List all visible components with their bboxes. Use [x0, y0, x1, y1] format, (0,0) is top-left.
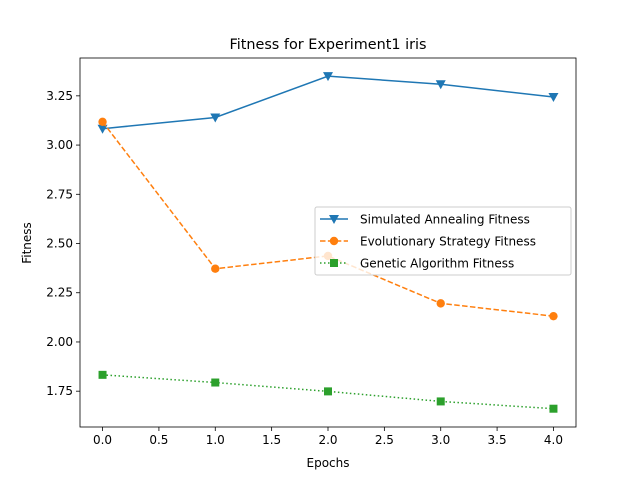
y-tick-label: 3.25: [46, 89, 73, 103]
data-point-3-1: [98, 370, 107, 379]
data-point-2-2: [211, 264, 220, 273]
x-tick-label: 0.5: [149, 433, 168, 447]
x-tick-label: 3.5: [488, 433, 507, 447]
x-tick-label: 4.0: [544, 433, 563, 447]
legend-marker-2: [329, 236, 339, 246]
x-axis-label: Epochs: [307, 456, 350, 470]
data-point-3-3: [324, 387, 332, 396]
data-point-3-5: [549, 404, 558, 413]
legend: Simulated Annealing Fitness Evolutionary …: [314, 206, 572, 276]
data-point-2-5: [549, 311, 558, 321]
y-tick-label: 2.25: [46, 286, 73, 300]
legend-label-1: Simulated Annealing Fitness: [360, 213, 530, 227]
x-tick-label: 1.5: [262, 433, 281, 447]
data-point-1-1: [97, 124, 108, 134]
y-tick-label: 3.00: [46, 138, 73, 152]
x-tick-label: 2.5: [375, 433, 394, 447]
chart-title: Fitness for Experiment1 iris: [229, 37, 426, 53]
legend-label-2: Evolutionary Strategy Fitness: [360, 235, 536, 249]
data-point-2-1: [98, 117, 107, 127]
legend-label-3: Genetic Algorithm Fitness: [360, 257, 514, 271]
x-tick-label: 0.0: [93, 433, 112, 447]
y-tick-label: 2.50: [46, 237, 73, 251]
data-point-1-2: [210, 113, 221, 123]
x-tick-label: 2.0: [318, 433, 337, 447]
legend-box: [314, 206, 572, 276]
legend-marker-3: [330, 259, 338, 267]
data-point-3-2: [211, 378, 220, 387]
x-tick-label: 3.0: [431, 433, 450, 447]
y-axis-label: Fitness: [20, 222, 34, 264]
series-line-3: [102, 374, 554, 410]
axes: 0.0 0.5 1.0 1.5 2.0 2.5 3.0 3.5 4.0 1.75 2.00 2.25 2…: [46, 57, 577, 447]
series-line-2: [101, 121, 554, 317]
x-tick-label: 1.0: [206, 433, 225, 447]
data-point-1-3: [323, 72, 333, 82]
data-point-3-4: [436, 397, 445, 406]
data-point-2-4: [436, 299, 445, 308]
legend-marker-1: [329, 215, 339, 224]
data-point-1-4: [435, 80, 446, 90]
y-tick-label: 2.75: [46, 187, 73, 201]
data-point-1-5: [548, 93, 559, 103]
y-tick-label: 1.75: [46, 384, 73, 398]
y-tick-label: 2.00: [46, 335, 73, 349]
